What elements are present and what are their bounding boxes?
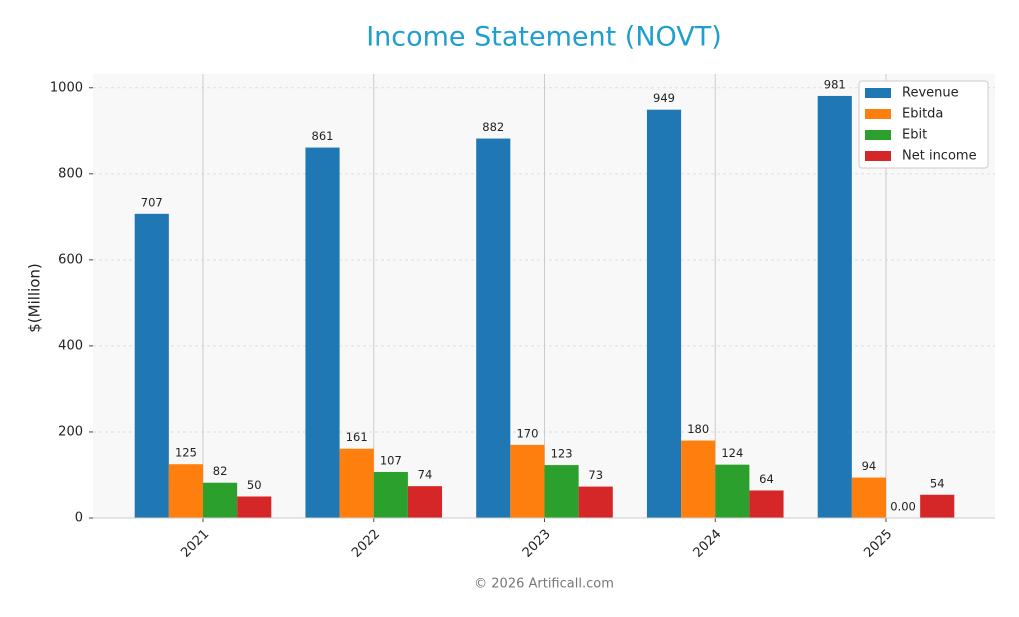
y-tick-label: 400 [58, 338, 83, 353]
value-label: 180 [687, 422, 709, 436]
x-tick-label: 2024 [691, 527, 725, 561]
value-label: 50 [247, 478, 262, 492]
y-axis-label: $(Million) [26, 263, 44, 333]
legend-label: Revenue [902, 86, 959, 101]
value-label: 0.00 [890, 500, 916, 514]
value-label: 74 [418, 468, 433, 482]
bar [578, 486, 613, 518]
bar [305, 147, 340, 518]
bar [817, 95, 852, 518]
value-label: 107 [380, 453, 402, 467]
y-tick-label: 0 [75, 511, 83, 526]
bar [407, 486, 443, 518]
value-label: 94 [862, 459, 877, 473]
y-tick-label: 1000 [50, 80, 83, 95]
legend-swatch [865, 130, 891, 140]
value-label: 949 [653, 91, 675, 105]
bar [339, 448, 374, 518]
x-tick-label: 2022 [349, 527, 383, 561]
bar [646, 109, 682, 519]
value-label: 170 [516, 426, 538, 440]
value-label: 73 [588, 468, 603, 482]
value-label: 123 [551, 447, 573, 461]
legend-label: Ebit [902, 128, 927, 143]
legend-swatch [865, 88, 891, 98]
bar [749, 490, 784, 518]
legend-swatch [865, 151, 891, 161]
bar [920, 494, 955, 518]
y-tick-label: 200 [58, 424, 83, 439]
x-tick-label: 2025 [861, 527, 895, 561]
footer: © 2026 Artificall.com [474, 577, 614, 592]
bar [237, 496, 272, 518]
value-label: 707 [141, 195, 163, 209]
bar [134, 213, 169, 519]
bar [851, 477, 886, 518]
bar [510, 444, 545, 518]
bar [544, 465, 579, 518]
bar [168, 464, 203, 518]
legend-label: Ebitda [902, 107, 943, 122]
legend-box [858, 80, 989, 169]
bar [476, 138, 511, 518]
legend-label: Net income [902, 149, 977, 164]
legend-swatch [865, 109, 891, 119]
x-tick-label: 2023 [520, 527, 554, 561]
value-label: 981 [824, 77, 846, 91]
value-label: 125 [175, 446, 197, 460]
value-label: 82 [213, 464, 228, 478]
bar [373, 471, 408, 518]
value-label: 124 [721, 446, 743, 460]
value-label: 882 [482, 120, 504, 134]
y-tick-label: 600 [58, 252, 83, 267]
value-label: 861 [312, 129, 334, 143]
chart-title: Income Statement (NOVT) [366, 22, 722, 53]
value-label: 161 [346, 430, 368, 444]
bar [203, 482, 238, 518]
bar [715, 464, 750, 518]
value-label: 64 [759, 472, 774, 486]
x-tick-label: 2021 [178, 527, 212, 561]
value-label: 54 [930, 476, 945, 490]
y-tick-label: 800 [58, 166, 83, 181]
bar [681, 440, 716, 518]
